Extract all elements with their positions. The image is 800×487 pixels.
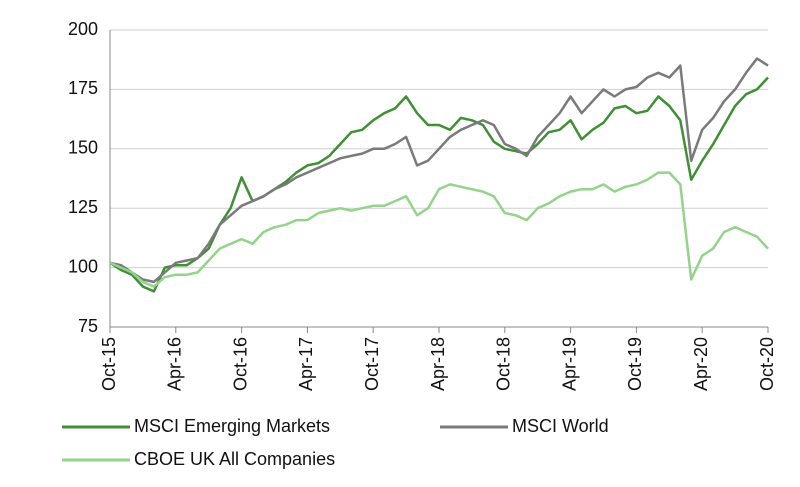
y-tick-label: 100 bbox=[68, 256, 98, 276]
x-tick-label: Oct-15 bbox=[99, 337, 119, 391]
x-tick-label: Apr-17 bbox=[296, 337, 316, 391]
x-tick-label: Apr-16 bbox=[165, 337, 185, 391]
legend-label: MSCI Emerging Markets bbox=[134, 416, 330, 436]
y-tick-label: 175 bbox=[68, 78, 98, 98]
y-tick-label: 125 bbox=[68, 197, 98, 217]
y-tick-label: 75 bbox=[78, 316, 98, 336]
x-tick-label: Oct-19 bbox=[625, 337, 645, 391]
x-tick-label: Apr-18 bbox=[428, 337, 448, 391]
y-tick-label: 200 bbox=[68, 19, 98, 39]
x-tick-label: Apr-20 bbox=[691, 337, 711, 391]
series-line bbox=[109, 57, 769, 284]
legend-label: CBOE UK All Companies bbox=[134, 449, 335, 469]
y-tick-label: 150 bbox=[68, 138, 98, 158]
legend-label: MSCI World bbox=[512, 416, 609, 436]
x-tick-label: Oct-16 bbox=[230, 337, 250, 391]
x-tick-label: Oct-20 bbox=[757, 337, 777, 391]
x-tick-label: Oct-17 bbox=[362, 337, 382, 391]
x-tick-label: Oct-18 bbox=[494, 337, 514, 391]
series-line bbox=[109, 171, 769, 288]
x-tick-label: Apr-19 bbox=[559, 337, 579, 391]
